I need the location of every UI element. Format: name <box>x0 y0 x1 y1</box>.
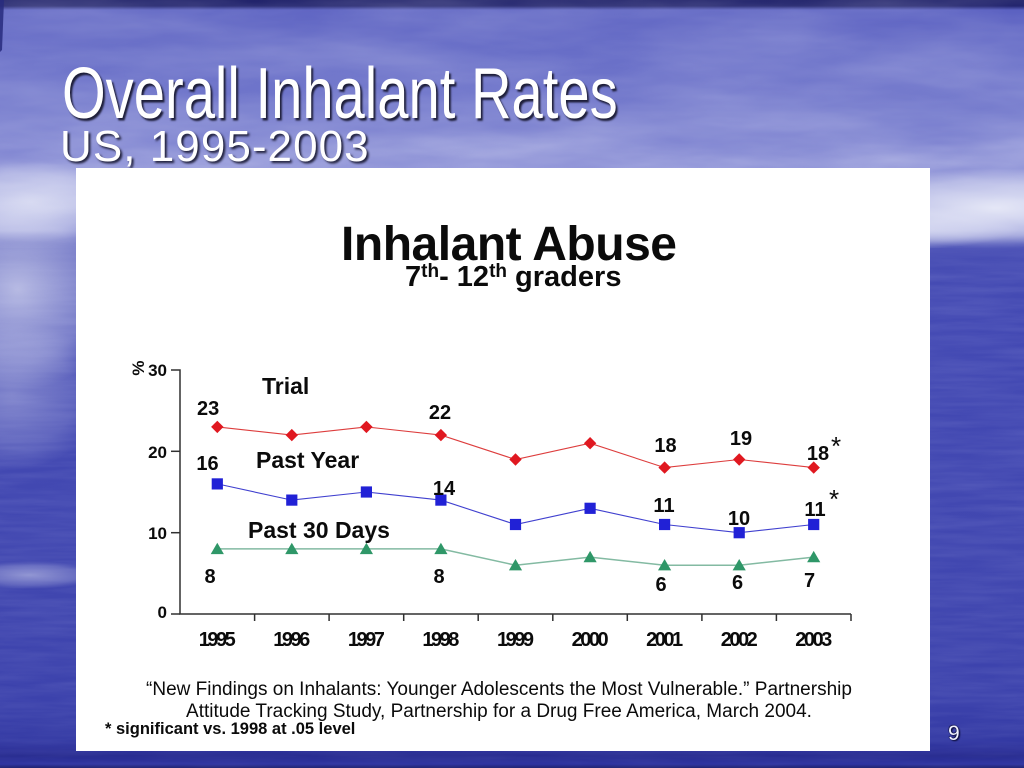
svg-text:1999: 1999 <box>497 629 534 651</box>
svg-text:2001: 2001 <box>646 629 683 651</box>
svg-text:2000: 2000 <box>572 629 609 651</box>
svg-text:20: 20 <box>148 443 167 462</box>
svg-text:6: 6 <box>655 574 666 596</box>
svg-text:Inhalant Abuse: Inhalant Abuse <box>341 218 677 271</box>
svg-text:*: * <box>831 431 841 461</box>
svg-text:Trial: Trial <box>262 373 309 399</box>
svg-text:2003: 2003 <box>795 629 832 651</box>
svg-text:Past 30 Days: Past 30 Days <box>248 517 390 543</box>
svg-text:23: 23 <box>197 398 219 420</box>
svg-text:14: 14 <box>433 478 456 500</box>
svg-text:1998: 1998 <box>422 629 459 651</box>
svg-text:7th- 12th graders: 7th- 12th graders <box>405 261 621 293</box>
svg-text:19: 19 <box>730 428 752 450</box>
svg-text:11: 11 <box>804 499 825 521</box>
svg-text:18: 18 <box>807 443 829 465</box>
svg-text:1995: 1995 <box>199 629 236 651</box>
svg-text:7: 7 <box>804 570 815 592</box>
svg-text:11: 11 <box>653 495 674 517</box>
svg-text:8: 8 <box>204 566 215 588</box>
svg-text:1997: 1997 <box>348 629 385 651</box>
svg-text:8: 8 <box>433 566 444 588</box>
svg-text:2002: 2002 <box>721 629 758 651</box>
svg-text:6: 6 <box>732 572 743 594</box>
svg-text:0: 0 <box>158 603 167 622</box>
svg-text:18: 18 <box>654 435 676 457</box>
svg-text:* significant vs. 1998 at .05: * significant vs. 1998 at .05 level <box>105 720 355 738</box>
svg-text:10: 10 <box>728 508 750 530</box>
svg-text:Attitude Tracking Study, Partn: Attitude Tracking Study, Partnership for… <box>186 701 812 722</box>
svg-text:10: 10 <box>148 524 167 543</box>
svg-text:30: 30 <box>148 361 167 380</box>
svg-text:22: 22 <box>429 402 451 424</box>
svg-text:“New Findings on Inhalants: Yo: “New Findings on Inhalants: Younger Adol… <box>146 679 852 700</box>
svg-text:1996: 1996 <box>273 629 310 651</box>
svg-text:%: % <box>129 360 148 375</box>
svg-text:16: 16 <box>196 453 218 475</box>
svg-text:*: * <box>829 484 839 514</box>
svg-text:Past Year: Past Year <box>256 447 359 473</box>
